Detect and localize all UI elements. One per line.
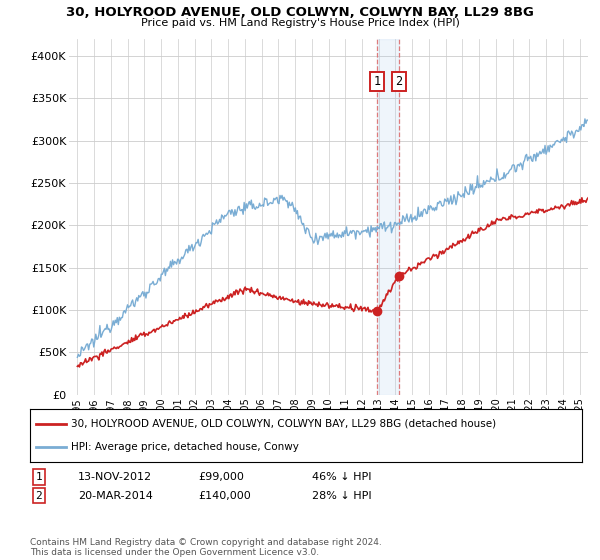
Text: 46% ↓ HPI: 46% ↓ HPI [312,472,371,482]
Text: 1: 1 [35,472,43,482]
Text: 30, HOLYROOD AVENUE, OLD COLWYN, COLWYN BAY, LL29 8BG: 30, HOLYROOD AVENUE, OLD COLWYN, COLWYN … [66,6,534,18]
Text: 30, HOLYROOD AVENUE, OLD COLWYN, COLWYN BAY, LL29 8BG (detached house): 30, HOLYROOD AVENUE, OLD COLWYN, COLWYN … [71,419,497,429]
Text: 13-NOV-2012: 13-NOV-2012 [78,472,152,482]
Text: HPI: Average price, detached house, Conwy: HPI: Average price, detached house, Conw… [71,442,299,452]
Text: Price paid vs. HM Land Registry's House Price Index (HPI): Price paid vs. HM Land Registry's House … [140,18,460,28]
Text: 20-MAR-2014: 20-MAR-2014 [78,491,153,501]
Text: 28% ↓ HPI: 28% ↓ HPI [312,491,371,501]
Text: 1: 1 [373,75,380,88]
Bar [377,39,399,395]
Text: £99,000: £99,000 [198,472,244,482]
Text: £140,000: £140,000 [198,491,251,501]
Text: Contains HM Land Registry data © Crown copyright and database right 2024.
This d: Contains HM Land Registry data © Crown c… [30,538,382,557]
Text: 2: 2 [35,491,43,501]
Text: 2: 2 [395,75,403,88]
